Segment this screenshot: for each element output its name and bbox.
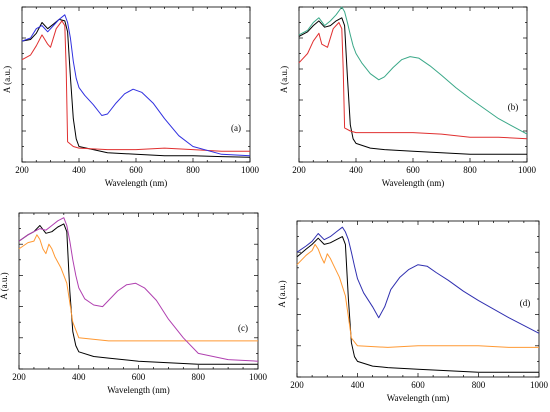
- x-tick-label-d: 800: [472, 380, 486, 390]
- series-line-orange-d: [296, 243, 539, 348]
- x-axis-label-b: Wavelength (nm): [382, 178, 445, 188]
- panel-label-b: (b): [508, 102, 519, 112]
- panel-b: 200 400 600 800 1000 Wavelength (nm) A (a.u.) (…: [279, 6, 537, 188]
- x-tick-label-d: 600: [411, 380, 425, 390]
- x-axis-label-d: Wavelength (nm): [387, 393, 450, 403]
- x-tick-label-c: 200: [12, 372, 26, 382]
- x-tick-label-d: 400: [351, 380, 365, 390]
- panel-a: 200 400 600 800 1000 Wavelength (nm) A (a.u.) (…: [2, 6, 260, 188]
- x-tick-label-b: 600: [406, 165, 420, 175]
- x-tick-label-b: 1000: [518, 165, 537, 175]
- x-tick-label-a: 400: [72, 165, 86, 175]
- x-tick-label-a: 800: [186, 165, 200, 175]
- y-axis-label-c: A (a.u.): [0, 272, 9, 299]
- y-axis-label-a: A (a.u.): [2, 66, 12, 93]
- x-tick-label-b: 800: [463, 165, 477, 175]
- x-tick-label-a: 1000: [241, 165, 260, 175]
- x-axis-label-a: Wavelength (nm): [105, 178, 168, 188]
- series-line-red-b: [298, 22, 528, 140]
- y-axis-label-d: A (a.u.): [277, 280, 287, 307]
- panel-label-d: (d): [520, 298, 531, 308]
- plot-frame-d: [296, 220, 540, 378]
- x-tick-label-b: 200: [292, 165, 306, 175]
- x-tick-label-c: 1000: [249, 372, 268, 382]
- series-line-blue-d: [296, 226, 540, 334]
- panel-label-a: (a): [231, 123, 241, 133]
- panel-label-c: (c): [238, 323, 248, 333]
- panel-c: 200 400 600 800 1000 Wavelength (nm) A (a.u.) (…: [0, 212, 268, 395]
- series-line-black-d: [296, 236, 539, 373]
- x-tick-label-c: 800: [192, 372, 206, 382]
- series-line-black-b: [298, 17, 527, 155]
- x-tick-label-d: 200: [290, 380, 304, 390]
- x-tick-label-d: 1000: [530, 380, 549, 390]
- panel-d: 200 400 600 800 1000 Wavelength (nm) A (a.u.) (…: [277, 220, 549, 403]
- plot-frame-c: [18, 212, 259, 370]
- y-axis-label-b: A (a.u.): [279, 66, 289, 93]
- series-line-orange-c: [18, 234, 258, 342]
- series-line-green-b: [298, 6, 528, 135]
- x-axis-label-c: Wavelength (nm): [107, 385, 170, 395]
- x-tick-label-b: 400: [349, 165, 363, 175]
- x-tick-label-c: 600: [132, 372, 146, 382]
- series-line-blue-a: [21, 14, 251, 157]
- x-tick-label-a: 200: [15, 165, 29, 175]
- series-line-purple-c: [18, 217, 259, 362]
- series-line-black-a: [21, 18, 251, 158]
- x-tick-label-a: 600: [129, 165, 143, 175]
- series-line-black-c: [18, 223, 258, 365]
- series-line-red-a: [21, 20, 250, 152]
- x-tick-label-c: 400: [72, 372, 86, 382]
